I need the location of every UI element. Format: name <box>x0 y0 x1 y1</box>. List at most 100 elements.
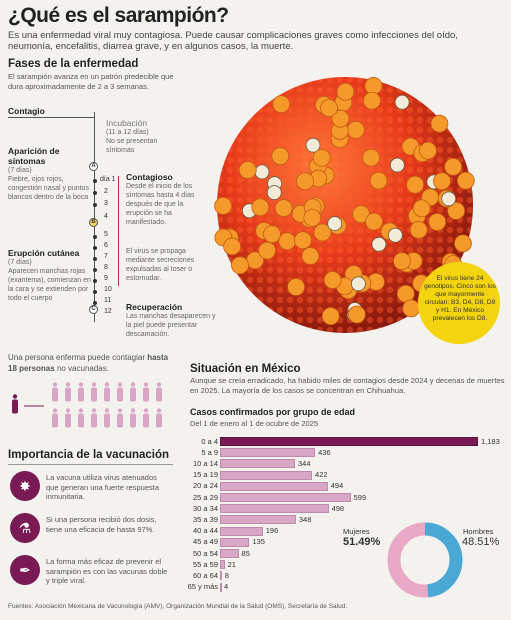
bar-10-a-14 <box>220 459 296 469</box>
day-label: 6 <box>104 242 108 249</box>
virus-spike <box>251 198 270 217</box>
contagion-text-pre: Una persona enferma puede contagiar <box>8 353 145 362</box>
bar-value-label: 196 <box>265 526 279 536</box>
virus-hemagglutinin <box>254 164 270 180</box>
mexico-heading: Situación en México <box>190 363 301 375</box>
bar-category-label: 40 a 44 <box>192 526 218 536</box>
men-pct: 48.51% <box>462 536 500 548</box>
virus-spike <box>287 278 305 296</box>
spread-text: El virus se propaga mediante secreciones… <box>126 248 195 282</box>
virus-spike <box>336 82 355 101</box>
symptoms-title: Aparición de síntomas <box>8 146 60 166</box>
virus-spike <box>272 95 291 113</box>
virus-spike <box>363 91 381 110</box>
vaccination-divider <box>8 464 173 465</box>
person-icon <box>78 382 84 402</box>
virus-spike <box>412 199 431 218</box>
symptoms-desc: Fiebre, ojos rojos, congestión nasal y p… <box>8 176 89 201</box>
virus-hemagglutinin <box>441 191 457 207</box>
contagious-block: Contagioso Desde el inicio de los síntom… <box>126 172 208 227</box>
page-title: ¿Qué es el sarampión? <box>8 4 229 27</box>
virus-spike <box>454 234 472 253</box>
person-icon <box>91 382 97 402</box>
bar-category-label: 35 a 39 <box>192 514 218 524</box>
bar-40-a-44 <box>220 526 263 536</box>
men-label: Hombres <box>463 527 494 536</box>
virus-hemagglutinin <box>389 157 405 173</box>
bar-value-label: 498 <box>331 503 345 513</box>
bar-value-label: 436 <box>318 447 331 457</box>
contagion-text-bold-1: hasta <box>147 353 169 362</box>
bar-value-label: 348 <box>298 514 312 524</box>
recovery-title: Recuperación <box>126 302 183 312</box>
syringe-icon: ✒ <box>10 555 40 585</box>
virus-spike <box>393 252 411 271</box>
day-label: 8 <box>104 264 108 271</box>
virus-spike <box>312 148 331 167</box>
day-label: 10 <box>104 286 112 293</box>
person-icon <box>117 382 123 402</box>
phases-subtitle: El sarampión avanza en un patrón predeci… <box>8 72 174 91</box>
virus-spike <box>456 171 475 190</box>
vaccination-item-3: La forma más eficaz de prevenir el saram… <box>46 557 168 585</box>
virus-spike <box>258 241 276 260</box>
day-label: 12 <box>104 308 112 315</box>
day-dot <box>92 257 97 261</box>
virus-spike <box>238 161 257 179</box>
bar-20-a-24 <box>220 481 328 491</box>
virus-hemagglutinin <box>305 137 321 153</box>
virus-spike <box>406 175 424 194</box>
bar-category-label: 45 a 49 <box>192 537 218 547</box>
virus-hemagglutinin <box>266 185 282 200</box>
virus-spike <box>364 77 383 95</box>
virus-spike <box>301 247 320 265</box>
bar-category-label: 25 a 29 <box>192 492 218 502</box>
virus-spike <box>303 208 322 227</box>
vial-icon: ⚗ <box>10 513 40 543</box>
marker-c: C <box>89 305 98 314</box>
day-label: 7 <box>104 253 108 260</box>
women-pct: 51.49% <box>343 536 381 548</box>
bar-value-label: 344 <box>298 458 311 468</box>
bar-0-a-4 <box>220 437 478 446</box>
virus-spike <box>321 307 340 326</box>
mexico-desc: Aunque se creía erradicado, ha habido mi… <box>190 376 505 395</box>
person-icon <box>104 382 110 402</box>
incubation-desc: No se presentan síntomas <box>106 138 158 154</box>
day-dot <box>92 203 97 207</box>
timeline-line <box>94 112 95 322</box>
day-label: 3 <box>104 200 108 207</box>
bar-value-label: 422 <box>315 470 328 480</box>
rash-days: (7 días) <box>8 259 32 266</box>
virus-hemagglutinin <box>371 236 387 252</box>
recovery-desc: Las manchas desaparecen y la piel puede … <box>126 313 216 338</box>
virus-spike <box>447 202 466 220</box>
bar-30-a-34 <box>220 504 329 514</box>
virus-hemagglutinin <box>350 276 366 292</box>
bar-value-label: 85 <box>241 548 250 558</box>
bar-category-label: 60 a 64 <box>192 570 218 580</box>
recovery-block: Recuperación Las manchas desaparecen y l… <box>126 302 221 339</box>
rash-desc: Aparecen manchas rojas (exantema), comie… <box>8 268 91 302</box>
bar-value-label: 21 <box>227 559 236 569</box>
person-icon <box>65 382 71 402</box>
person-icon <box>156 382 162 402</box>
bar-category-label: 5 a 9 <box>201 447 218 457</box>
day-dot <box>92 279 97 283</box>
virus-spike <box>418 141 437 160</box>
bar-value-label: 599 <box>353 492 367 502</box>
contagion-text-bold-2: 18 personas <box>8 364 55 373</box>
sources: Fuentes: Asociación Mexicana de Vacunolo… <box>8 603 348 610</box>
bar-value-label: 1,183 <box>481 436 500 446</box>
virus-spike <box>271 147 290 165</box>
bar-category-label: 30 a 34 <box>192 503 218 513</box>
bar-category-label: 55 a 59 <box>192 559 218 569</box>
day-dot <box>92 191 97 195</box>
contagion-text-post: no vacunadas. <box>56 364 109 373</box>
contagious-desc: Desde el inicio de los síntomas hasta 4 … <box>126 183 195 226</box>
bar-5-a-9 <box>220 448 316 458</box>
contagious-line <box>118 176 119 286</box>
person-icon <box>91 408 97 428</box>
bar-60-a-64 <box>220 571 222 581</box>
person-icon <box>65 408 71 428</box>
